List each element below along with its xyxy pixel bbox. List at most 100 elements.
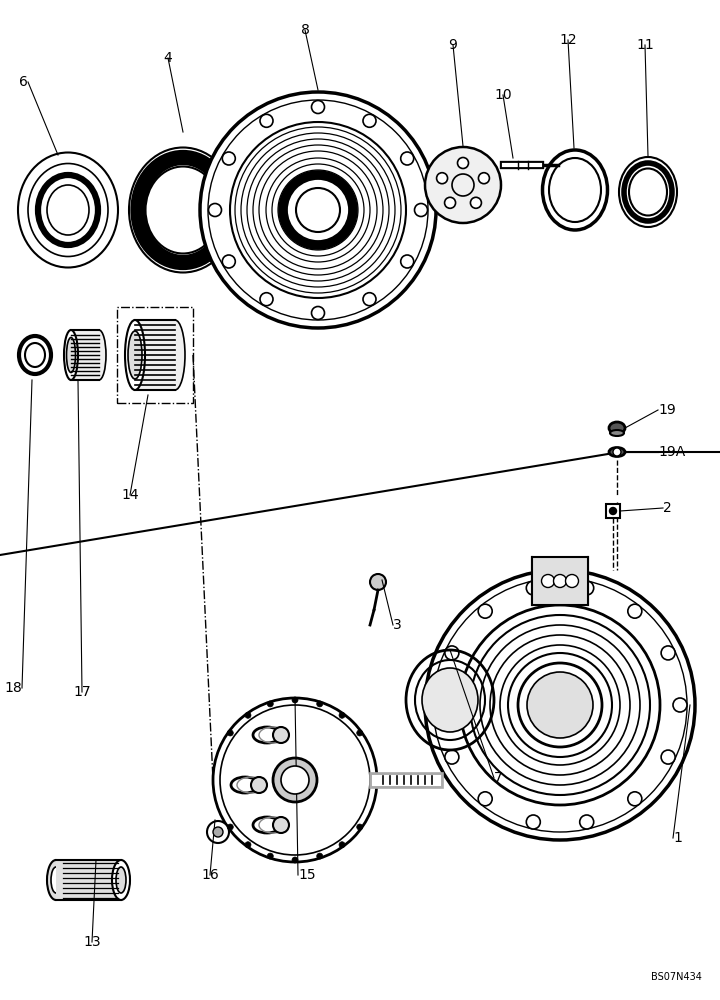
Ellipse shape	[128, 331, 142, 379]
Circle shape	[526, 581, 540, 595]
Circle shape	[339, 842, 345, 848]
Circle shape	[541, 574, 554, 587]
Circle shape	[457, 157, 469, 168]
Text: 15: 15	[298, 868, 315, 882]
Circle shape	[312, 101, 325, 113]
Circle shape	[444, 197, 456, 208]
Circle shape	[527, 672, 593, 738]
Circle shape	[228, 824, 233, 830]
Circle shape	[317, 853, 323, 859]
Text: 18: 18	[4, 681, 22, 695]
Ellipse shape	[125, 320, 145, 390]
Circle shape	[273, 727, 289, 743]
Circle shape	[292, 857, 298, 863]
Circle shape	[565, 574, 578, 587]
Circle shape	[401, 255, 414, 268]
Circle shape	[610, 508, 616, 514]
Text: 7: 7	[494, 771, 503, 785]
Circle shape	[251, 777, 267, 793]
Circle shape	[628, 604, 642, 618]
Bar	[56, 860, 121, 900]
Circle shape	[580, 581, 594, 595]
Circle shape	[228, 730, 233, 736]
Ellipse shape	[609, 448, 625, 456]
Circle shape	[222, 152, 235, 165]
Ellipse shape	[253, 727, 281, 743]
Circle shape	[554, 574, 567, 587]
Circle shape	[260, 114, 273, 127]
Circle shape	[317, 701, 323, 707]
Circle shape	[222, 255, 235, 268]
Circle shape	[425, 147, 501, 223]
Circle shape	[436, 173, 448, 184]
Ellipse shape	[253, 817, 281, 833]
Circle shape	[207, 821, 229, 843]
Text: 4: 4	[163, 51, 172, 65]
Circle shape	[526, 815, 540, 829]
Ellipse shape	[610, 430, 624, 436]
Text: BS07N434: BS07N434	[651, 972, 702, 982]
Circle shape	[661, 750, 675, 764]
Circle shape	[292, 697, 298, 703]
Circle shape	[356, 730, 363, 736]
Text: 14: 14	[121, 488, 139, 502]
Circle shape	[433, 698, 447, 712]
Circle shape	[613, 448, 621, 456]
Text: 2: 2	[663, 501, 672, 515]
Text: 9: 9	[449, 38, 457, 52]
Text: 10: 10	[494, 88, 512, 102]
Ellipse shape	[47, 860, 65, 900]
Text: 3: 3	[393, 618, 402, 632]
Circle shape	[363, 114, 376, 127]
Circle shape	[245, 842, 251, 848]
Ellipse shape	[165, 320, 185, 390]
Circle shape	[445, 750, 459, 764]
Ellipse shape	[422, 668, 478, 732]
Text: 19A: 19A	[658, 445, 685, 459]
Bar	[71, 330, 99, 380]
Circle shape	[478, 173, 490, 184]
Circle shape	[356, 824, 363, 830]
Circle shape	[370, 574, 386, 590]
Bar	[606, 504, 620, 518]
Text: 17: 17	[73, 685, 91, 699]
Text: 1: 1	[673, 831, 682, 845]
Circle shape	[401, 152, 414, 165]
Text: 19: 19	[658, 403, 676, 417]
Ellipse shape	[112, 860, 130, 900]
Circle shape	[470, 197, 482, 208]
Text: 8: 8	[300, 23, 310, 37]
Text: 11: 11	[636, 38, 654, 52]
Ellipse shape	[66, 338, 76, 372]
Circle shape	[281, 766, 309, 794]
Circle shape	[209, 204, 222, 217]
Ellipse shape	[116, 867, 126, 893]
Ellipse shape	[609, 422, 625, 434]
Circle shape	[363, 293, 376, 306]
Circle shape	[213, 827, 223, 837]
Ellipse shape	[231, 777, 259, 793]
Circle shape	[213, 698, 377, 862]
Circle shape	[661, 646, 675, 660]
Ellipse shape	[51, 867, 61, 893]
Text: 16: 16	[201, 868, 219, 882]
Circle shape	[296, 188, 340, 232]
Circle shape	[245, 712, 251, 718]
Circle shape	[445, 646, 459, 660]
Circle shape	[273, 817, 289, 833]
Ellipse shape	[92, 330, 106, 380]
Bar	[285, 710, 350, 850]
Circle shape	[415, 204, 428, 217]
Circle shape	[425, 570, 695, 840]
Circle shape	[478, 604, 492, 618]
Circle shape	[267, 853, 274, 859]
Text: 13: 13	[84, 935, 101, 949]
Bar	[135, 320, 175, 390]
Circle shape	[267, 701, 274, 707]
Ellipse shape	[64, 330, 78, 380]
Circle shape	[580, 815, 594, 829]
Circle shape	[339, 712, 345, 718]
Text: 6: 6	[19, 75, 28, 89]
Circle shape	[312, 306, 325, 320]
Circle shape	[673, 698, 687, 712]
